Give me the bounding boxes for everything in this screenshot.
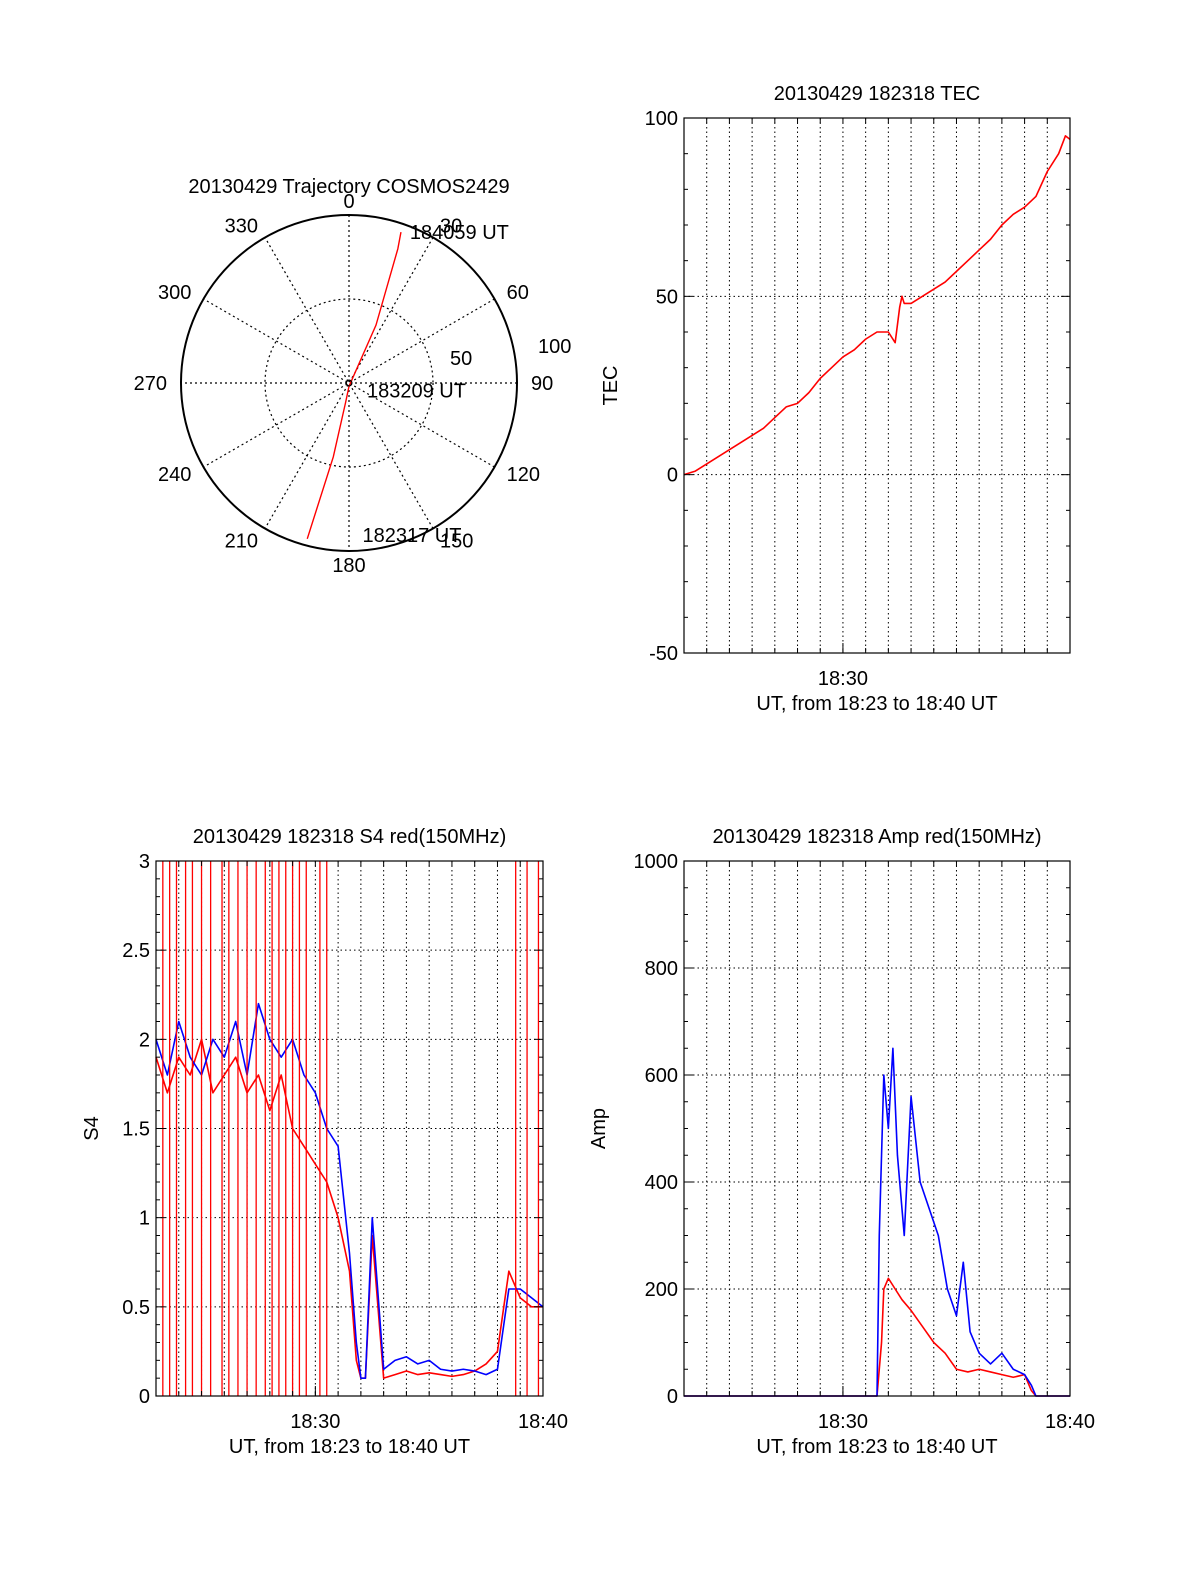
azimuth-label: 240 — [158, 464, 191, 486]
azimuth-gridline — [264, 237, 434, 529]
plot-frame — [683, 860, 1071, 1397]
y-tick-label: 0 — [139, 1386, 150, 1408]
y-axis-label: TEC — [600, 366, 622, 406]
y-axis-label: Amp — [588, 1108, 610, 1149]
y-tick-label: 200 — [645, 1279, 678, 1301]
x-tick-label: 18:40 — [1045, 1411, 1095, 1433]
azimuth-label: 300 — [158, 282, 191, 304]
series-line — [155, 1002, 544, 1379]
azimuth-label: 120 — [507, 464, 540, 486]
x-tick-label: 18:30 — [818, 668, 868, 690]
y-tick-label: 100 — [645, 108, 678, 130]
x-axis-label: UT, from 18:23 to 18:40 UT — [229, 1436, 470, 1458]
radial-label: 100 — [538, 336, 571, 358]
y-tick-label: 1 — [139, 1208, 150, 1230]
y-tick-label: -50 — [649, 643, 678, 665]
azimuth-label: 30 — [440, 215, 462, 237]
y-tick-label: 400 — [645, 1172, 678, 1194]
y-tick-label: 0 — [667, 465, 678, 487]
x-tick-label: 18:30 — [290, 1411, 340, 1433]
y-tick-label: 0.5 — [122, 1297, 150, 1319]
y-tick-label: 2 — [139, 1029, 150, 1051]
series-line — [684, 1277, 1070, 1397]
time-annotation: 182317 UT — [362, 525, 461, 547]
tec-line-chart: -50 0 50 100 18:30 20130429 182318 TEC UT, fro… — [600, 83, 1071, 715]
radial-label: 50 — [450, 348, 472, 370]
azimuth-label: 210 — [225, 531, 258, 553]
time-annotation: 184059 UT — [410, 222, 509, 244]
y-tick-label: 800 — [645, 958, 678, 980]
series-line — [683, 135, 1071, 476]
chart-title: 20130429 182318 S4 red(150MHz) — [193, 826, 507, 848]
chart-title: 20130429 182318 Amp red(150MHz) — [712, 826, 1041, 848]
amp-line-chart: 0 200 400 600 800 1000 18:30 18:40 20130429 1823… — [588, 826, 1095, 1458]
azimuth-gridline — [203, 298, 495, 468]
y-tick-label: 0 — [667, 1386, 678, 1408]
time-annotation: 183209 UT — [367, 380, 466, 402]
azimuth-label: 0 — [343, 191, 354, 213]
x-tick-label: 18:40 — [518, 1411, 568, 1433]
y-tick-label: 1.5 — [122, 1119, 150, 1141]
x-tick-label: 18:30 — [818, 1411, 868, 1433]
y-tick-label: 3 — [139, 851, 150, 873]
series-line — [155, 1038, 543, 1379]
azimuth-label: 60 — [507, 282, 529, 304]
azimuth-label: 150 — [440, 531, 473, 553]
chart-title: 20130429 182318 TEC — [774, 83, 980, 105]
azimuth-label: 90 — [531, 373, 553, 395]
chart-title: 20130429 Trajectory COSMOS2429 — [188, 176, 509, 198]
azimuth-gridline — [203, 298, 495, 468]
y-axis-label: S4 — [81, 1116, 103, 1140]
azimuth-label: 180 — [332, 555, 365, 577]
azimuth-label: 270 — [134, 373, 167, 395]
y-tick-label: 2.5 — [122, 940, 150, 962]
y-tick-label: 600 — [645, 1065, 678, 1087]
x-axis-label: UT, from 18:23 to 18:40 UT — [756, 693, 997, 715]
y-tick-label: 50 — [656, 286, 678, 308]
y-tick-label: 1000 — [634, 851, 679, 873]
azimuth-label: 330 — [225, 215, 258, 237]
series-line — [684, 1047, 1070, 1397]
s4-line-chart: 0 0.5 1 1.5 2 2.5 3 18:30 18:40 20130429 182318 S… — [81, 826, 568, 1458]
x-axis-label: UT, from 18:23 to 18:40 UT — [756, 1436, 997, 1458]
zenith-marker — [345, 379, 353, 387]
plot-frame — [683, 117, 1071, 654]
azimuth-gridline — [264, 237, 434, 529]
